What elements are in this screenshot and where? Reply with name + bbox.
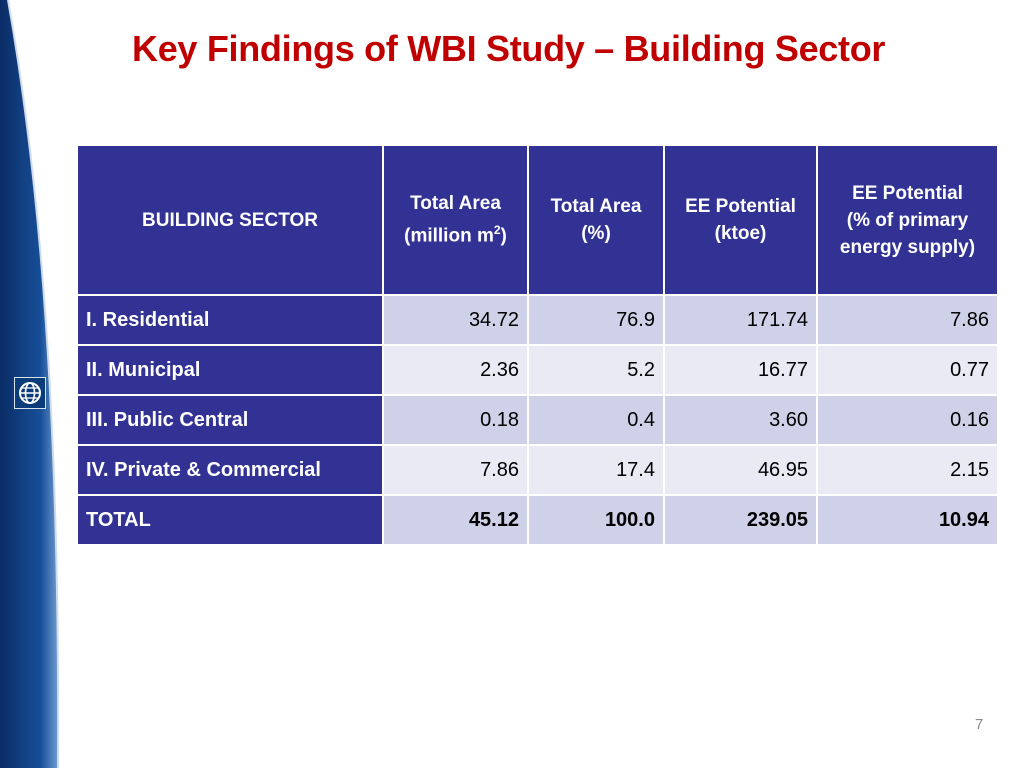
cell-ee-ktoe: 239.05 xyxy=(665,496,816,544)
cell-area-pct: 76.9 xyxy=(529,296,663,344)
header-ee-potential-pct: EE Potential (% of primary energy supply… xyxy=(818,146,997,294)
cell-area-m2: 0.18 xyxy=(384,396,527,444)
page-number: 7 xyxy=(975,716,984,733)
cell-ee-ktoe: 46.95 xyxy=(665,446,816,494)
header-total-area-m2: Total Area (million m2) xyxy=(384,146,527,294)
cell-ee-ktoe: 171.74 xyxy=(665,296,816,344)
row-label: IV. Private & Commercial xyxy=(78,446,382,494)
table-total-row: TOTAL 45.12 100.0 239.05 10.94 xyxy=(78,496,997,544)
cell-ee-pct: 0.16 xyxy=(818,396,997,444)
world-bank-logo xyxy=(14,377,46,409)
globe-icon xyxy=(19,382,41,404)
row-label: III. Public Central xyxy=(78,396,382,444)
header-building-sector: BUILDING SECTOR xyxy=(78,146,382,294)
cell-ee-pct: 2.15 xyxy=(818,446,997,494)
cell-area-pct: 5.2 xyxy=(529,346,663,394)
table-row: III. Public Central 0.18 0.4 3.60 0.16 xyxy=(78,396,997,444)
cell-ee-ktoe: 16.77 xyxy=(665,346,816,394)
table-row: I. Residential 34.72 76.9 171.74 7.86 xyxy=(78,296,997,344)
cell-area-pct: 17.4 xyxy=(529,446,663,494)
slide-title: Key Findings of WBI Study – Building Sec… xyxy=(132,28,886,69)
row-label: I. Residential xyxy=(78,296,382,344)
table-row: IV. Private & Commercial 7.86 17.4 46.95… xyxy=(78,446,997,494)
cell-ee-pct: 10.94 xyxy=(818,496,997,544)
cell-area-m2: 45.12 xyxy=(384,496,527,544)
cell-ee-pct: 0.77 xyxy=(818,346,997,394)
cell-ee-ktoe: 3.60 xyxy=(665,396,816,444)
table-header-row: BUILDING SECTOR Total Area (million m2) … xyxy=(78,146,997,294)
cell-area-pct: 100.0 xyxy=(529,496,663,544)
cell-area-m2: 34.72 xyxy=(384,296,527,344)
row-label: TOTAL xyxy=(78,496,382,544)
header-ee-potential-ktoe: EE Potential (ktoe) xyxy=(665,146,816,294)
cell-area-m2: 7.86 xyxy=(384,446,527,494)
row-label: II. Municipal xyxy=(78,346,382,394)
cell-area-pct: 0.4 xyxy=(529,396,663,444)
cell-area-m2: 2.36 xyxy=(384,346,527,394)
building-sector-table: BUILDING SECTOR Total Area (million m2) … xyxy=(76,144,999,546)
table-row: II. Municipal 2.36 5.2 16.77 0.77 xyxy=(78,346,997,394)
cell-ee-pct: 7.86 xyxy=(818,296,997,344)
header-total-area-pct: Total Area (%) xyxy=(529,146,663,294)
